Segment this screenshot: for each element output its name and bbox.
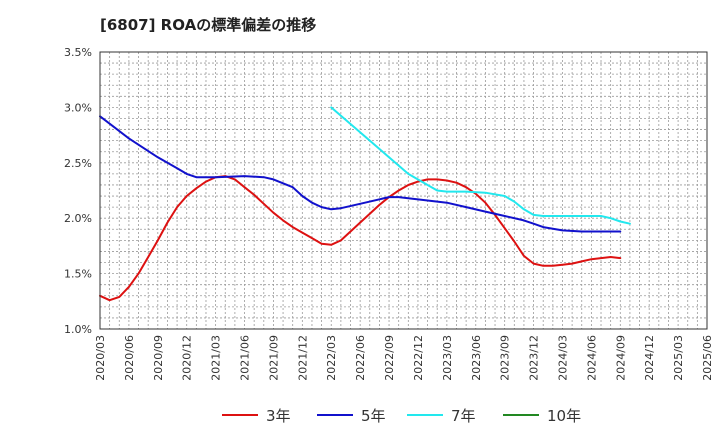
legend-item-3y: 3年 xyxy=(222,403,291,427)
legend-item-5y: 5年 xyxy=(317,403,386,427)
legend-label-5y: 5年 xyxy=(361,406,386,425)
x-tick-label: 2023/06 xyxy=(470,335,483,381)
legend-item-10y: 10年 xyxy=(503,403,581,427)
y-tick-label: 1.5% xyxy=(64,268,92,281)
x-tick-label: 2023/03 xyxy=(441,335,454,381)
x-tick-label: 2025/03 xyxy=(672,335,685,381)
x-tick-label: 2022/06 xyxy=(354,335,367,381)
legend-item-7y: 7年 xyxy=(407,403,476,427)
x-tick-label: 2024/06 xyxy=(585,335,598,381)
x-tick-label: 2022/03 xyxy=(325,335,338,381)
legend-label-10y: 10年 xyxy=(547,406,582,425)
legend-swatch-3y xyxy=(222,414,258,416)
x-tick-label: 2024/12 xyxy=(643,335,656,381)
x-tick-label: 2022/12 xyxy=(412,335,425,381)
y-tick-label: 2.0% xyxy=(64,212,92,225)
legend-swatch-5y xyxy=(317,414,353,416)
x-tick-label: 2021/06 xyxy=(239,335,252,381)
chart-title: [6807] ROAの標準偏差の推移 xyxy=(100,16,317,34)
x-tick-label: 2022/09 xyxy=(383,335,396,381)
x-tick-label: 2021/12 xyxy=(296,335,309,381)
plot-frame xyxy=(99,51,708,330)
x-tick-label: 2020/12 xyxy=(181,335,194,381)
legend-swatch-7y xyxy=(407,414,443,416)
x-tick-label: 2020/09 xyxy=(152,335,165,381)
legend-swatch-10y xyxy=(503,414,539,416)
series-line-3年 xyxy=(99,175,622,302)
x-tick-label: 2020/03 xyxy=(94,335,107,381)
x-tick-label: 2023/12 xyxy=(528,335,541,381)
series-layer xyxy=(99,106,631,302)
x-tick-label: 2021/09 xyxy=(267,335,280,381)
x-tick-label: 2021/03 xyxy=(210,335,223,381)
series-line-7年 xyxy=(330,106,631,225)
legend: 3年 5年 7年 10年 xyxy=(0,403,720,427)
legend-label-7y: 7年 xyxy=(451,406,476,425)
y-tick-label: 3.0% xyxy=(64,101,92,114)
x-tick-label: 2025/06 xyxy=(701,335,714,381)
y-tick-label: 1.0% xyxy=(64,323,92,336)
x-tick-label: 2024/03 xyxy=(556,335,569,381)
y-tick-label: 2.5% xyxy=(64,157,92,170)
x-tick-label: 2024/09 xyxy=(614,335,627,381)
grid-layer xyxy=(100,52,707,329)
chart-svg: 1.0% 1.5% 2.0% 2.5% 3.0% 3.5% 2020/03 2020/06 20… xyxy=(64,46,714,381)
axis-layer: 1.0% 1.5% 2.0% 2.5% 3.0% 3.5% 2020/03 2020/06 20… xyxy=(64,46,714,381)
series-line-5年 xyxy=(99,115,622,233)
legend-label-3y: 3年 xyxy=(266,406,291,425)
x-tick-label: 2020/06 xyxy=(123,335,136,381)
y-tick-label: 3.5% xyxy=(64,46,92,59)
x-tick-label: 2023/09 xyxy=(499,335,512,381)
